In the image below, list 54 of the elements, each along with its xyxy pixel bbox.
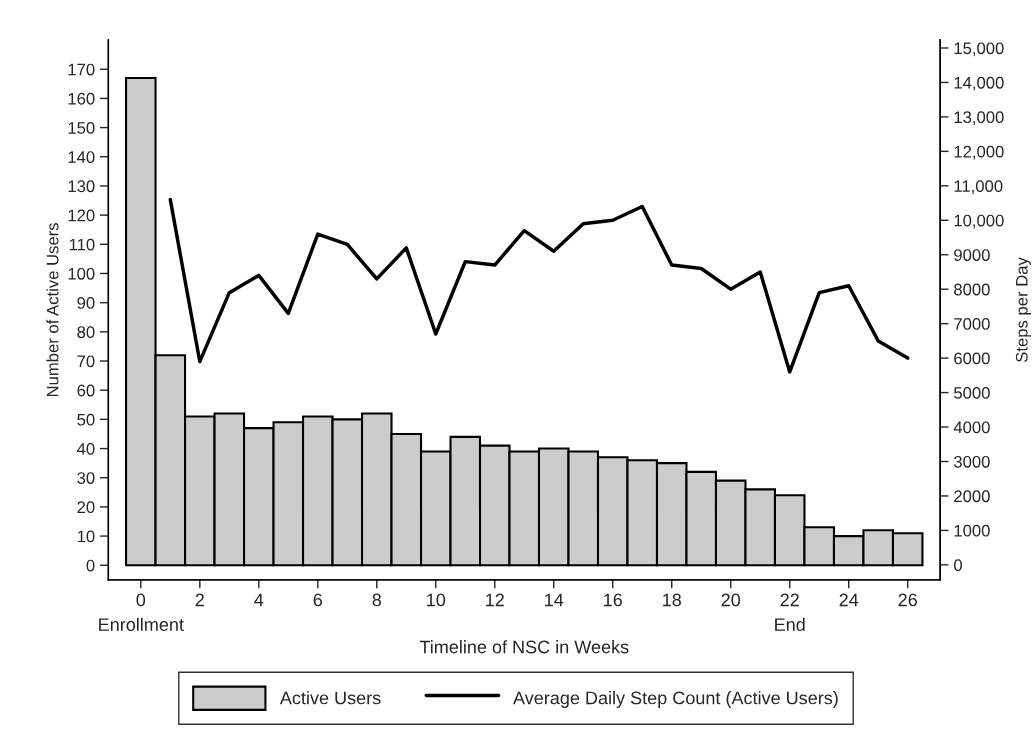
y2-tick-label: 5000 <box>954 386 990 399</box>
x-tick-label: 12 <box>486 593 504 607</box>
x-tick-label: 10 <box>427 593 446 607</box>
legend-label: Average Daily Step Count (Active Users) <box>513 691 838 708</box>
x-tick-label: 6 <box>313 593 323 607</box>
y-axis-title: Number of Active Users <box>46 223 59 397</box>
y-tick-label: 10 <box>77 530 95 543</box>
y2-tick-label: 12,000 <box>954 145 1004 160</box>
y-tick-label: 110 <box>69 238 95 251</box>
y2-tick-label: 2000 <box>954 490 990 503</box>
y-tick-label: 100 <box>68 267 95 280</box>
y2-tick-label: 0 <box>954 559 962 572</box>
y2-tick-label: 1000 <box>954 524 990 537</box>
y2-tick-label: 7000 <box>954 318 990 330</box>
y-tick-label: 0 <box>86 559 95 572</box>
y-tick-label: 30 <box>77 472 95 484</box>
x-tick-label: 0 Enrollment <box>99 593 184 631</box>
y-tick-label: 150 <box>68 122 95 134</box>
y-tick-label: 90 <box>77 297 95 309</box>
x-axis-title: Timeline of NSC in Weeks <box>419 640 629 654</box>
x-tick-label: 26 <box>898 593 917 607</box>
x-tick-label: 14 <box>545 593 564 607</box>
y-tick-label: 70 <box>77 355 95 368</box>
y-tick-label: 80 <box>77 326 95 339</box>
y2-tick-label: 15,000 <box>954 42 1004 57</box>
y2-tick-label: 4000 <box>953 421 990 434</box>
y-tick-label: 130 <box>68 180 95 193</box>
legend-label: Active Users <box>279 691 381 705</box>
x-tick-label: 24 <box>839 593 859 607</box>
y2-tick-label: 10,000 <box>954 214 1004 229</box>
y-tick-label: 60 <box>77 384 95 397</box>
y2-tick-label: 13,000 <box>954 111 1004 126</box>
x-tick-label: 8 <box>372 593 382 607</box>
y2-tick-label: 11,000 <box>954 180 1003 194</box>
y-tick-label: 120 <box>68 209 95 222</box>
x-tick-label: 4 <box>254 593 264 607</box>
x-tick-label: 18 <box>663 593 681 607</box>
x-tick-label: 16 <box>604 593 622 607</box>
x-tick-label: 20 <box>721 593 741 607</box>
y2-axis-title: Steps per Day <box>1015 257 1031 362</box>
line-series <box>168 197 910 374</box>
y-tick-label: 160 <box>68 92 95 105</box>
x-tick-label: 22 End <box>775 593 805 631</box>
x-tick-label: 2 <box>195 593 204 607</box>
y2-tick-label: 6000 <box>954 352 990 365</box>
y-tick-label: 170 <box>68 63 95 76</box>
y2-tick-label: 14,000 <box>954 76 1004 91</box>
y2-tick-label: 8000 <box>954 283 990 296</box>
y-tick-label: 40 <box>77 442 95 455</box>
y-tick-label: 20 <box>77 501 95 514</box>
y2-tick-label: 9000 <box>954 249 990 261</box>
y-tick-label: 140 <box>68 151 95 163</box>
y-tick-label: 50 <box>77 413 95 426</box>
y2-tick-label: 3000 <box>953 455 990 468</box>
